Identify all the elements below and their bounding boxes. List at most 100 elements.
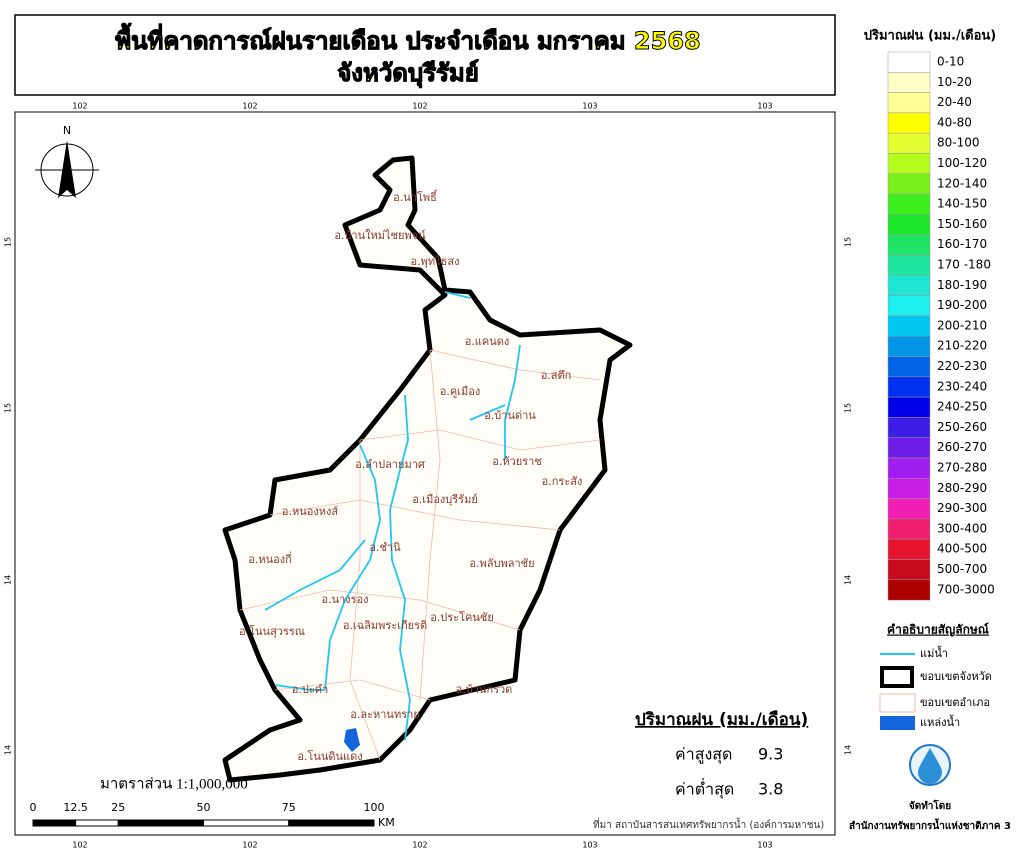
legend-label: 80-100 (937, 136, 980, 150)
legend-swatch (887, 315, 931, 337)
district-label: อ.นางรอง (321, 593, 368, 606)
district-label: อ.บ้านกรวด (456, 683, 513, 696)
legend-label: 190-200 (937, 298, 987, 312)
rivers (264, 291, 521, 741)
grid-label-bottom: 103 (757, 841, 772, 850)
scale-segment (203, 819, 290, 827)
river (389, 394, 411, 741)
legend-swatch (887, 214, 931, 235)
legend-swatch (887, 153, 931, 175)
legend-label: 150-160 (937, 217, 987, 231)
legend-label: 180-190 (937, 278, 987, 292)
legend-swatch (887, 173, 931, 195)
district-label: อ.หนองหงส์ (282, 505, 338, 518)
max-label: ค่าสูงสุด (675, 745, 732, 765)
legend: 0-10 10-20 20-40 40-80 80-100 100-120 120-140 1… (887, 51, 995, 601)
logo-drop (918, 748, 942, 784)
scale-tick: 0 (30, 801, 37, 814)
river (264, 539, 366, 611)
district-label: อ.บ้านด่าน (484, 409, 536, 422)
district-label: อ.พุทไธสง (411, 255, 460, 268)
legend-swatch (887, 112, 931, 134)
district-label: อ.เมืองบุรีรัมย์ (412, 493, 478, 506)
legend-swatch (887, 376, 931, 398)
scale-unit: KM (378, 816, 395, 829)
legend-swatch (887, 295, 931, 317)
legend-label: 270-280 (937, 461, 987, 475)
district-label: อ.ละหานทราย (350, 708, 419, 721)
legend-swatch (887, 396, 931, 418)
legend-swatch (887, 275, 931, 296)
legend-swatch (887, 518, 931, 540)
legend-label: 230-240 (937, 379, 987, 393)
district-label: อ.ประโคนชัย (430, 610, 494, 624)
scale-tick: 75 (282, 801, 296, 814)
grid-label-left: 15 (4, 237, 13, 247)
river (274, 684, 325, 691)
water-symbol (880, 716, 915, 730)
district-label: อ.ปะคำ (292, 683, 329, 696)
legend-swatch (887, 498, 931, 520)
legend-label: 700-3000 (937, 582, 995, 596)
legend-label: 300-400 (937, 521, 987, 535)
district-label: อ.แคนดง (465, 335, 510, 348)
legend-swatch (887, 538, 931, 560)
stats-title: ปริมาณฝน (มม./เดือน) (635, 709, 808, 730)
title-box (14, 14, 836, 96)
district-lines (239, 349, 601, 761)
scale-text: มาตราส่วน 1:1,000,000 (100, 776, 248, 792)
legend-label: 250-260 (937, 420, 987, 434)
legend-swatch (887, 356, 931, 378)
legend-label: 20-40 (937, 95, 972, 109)
grid-label-top: 102 (242, 102, 257, 111)
river (469, 344, 521, 460)
legend-swatch (887, 437, 931, 459)
district-label: อ.โนนสุวรรณ (239, 624, 305, 638)
title: พื้นที่คาดการณ์ฝนรายเดือน ประจำเดือน มกร… (115, 22, 700, 55)
legend-label: 290-300 (937, 501, 987, 515)
grid-label-left: 14 (4, 745, 13, 755)
district-label: อ.ลำปลายมาศ (355, 458, 425, 471)
symbol-label: แหล่งน้ำ (920, 714, 960, 729)
symbols-title: คำอธิบายสัญลักษณ์ (887, 623, 989, 637)
river (324, 444, 381, 691)
district-label: อ.ชำนิ (369, 541, 401, 554)
legend-swatch (887, 335, 931, 357)
legend-swatch (887, 457, 931, 479)
legend-label: 170 -180 (937, 258, 991, 272)
symbol-label: ขอบเขตจังหวัด (920, 670, 992, 683)
grid-label-right: 14 (844, 575, 853, 585)
grid-label-top: 103 (582, 102, 597, 111)
legend-label: 280-290 (937, 481, 987, 495)
grid-label-right: 15 (844, 237, 853, 247)
district-label: อ.เฉลิมพระเกียรติ (343, 619, 427, 632)
legend-label: 120-140 (937, 176, 987, 190)
district-label: อ.นาโพธิ์ (393, 189, 438, 204)
legend-swatch (887, 51, 931, 73)
legend-swatch (887, 72, 931, 93)
legend-label: 260-270 (937, 440, 987, 454)
river (444, 291, 471, 299)
grid-label-bottom: 102 (412, 841, 427, 850)
legend-label: 200-210 (937, 318, 987, 332)
legend-swatch (887, 193, 931, 215)
north-needle (58, 140, 76, 198)
district-label: อ.คูเมือง (440, 385, 480, 398)
scale-segment (288, 819, 375, 827)
grid-label-left: 15 (4, 403, 13, 413)
legend-label: 0-10 (937, 55, 964, 69)
grid-label-bottom: 102 (72, 841, 87, 850)
legend-swatch (887, 254, 931, 276)
legend-label: 40-80 (937, 115, 972, 129)
legend-label: 140-150 (937, 197, 987, 211)
legend-swatch (887, 417, 931, 438)
district-boundaries (239, 349, 601, 761)
scale-tick: 25 (111, 801, 125, 814)
grid-label-left: 14 (4, 575, 13, 585)
district-label: อ.พลับพลาชัย (469, 557, 534, 570)
legend-swatch (887, 579, 931, 601)
grid-label-top: 102 (72, 102, 87, 111)
district-symbol (879, 693, 916, 713)
